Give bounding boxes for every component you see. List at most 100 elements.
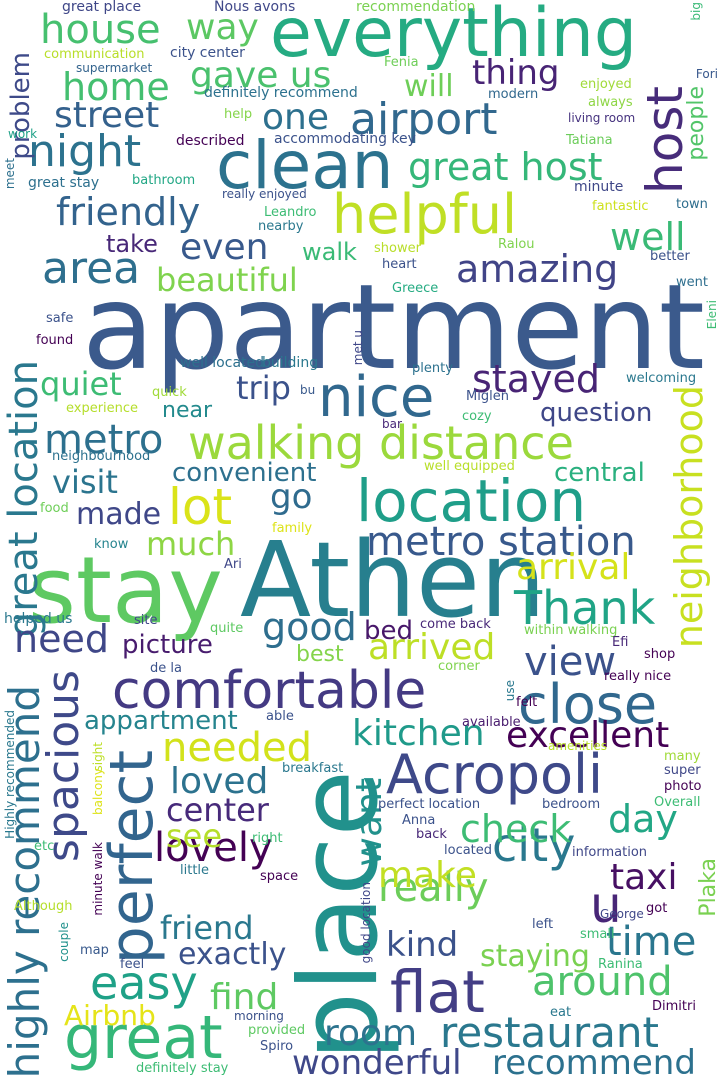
word-everything: everything (270, 0, 638, 73)
word-fenia: Fenia (384, 55, 419, 70)
word-right: right (252, 831, 283, 846)
word-arrival: arrival (516, 547, 631, 588)
word-town: town (676, 197, 708, 212)
word-flat: flat (390, 958, 485, 1026)
word-able: able (266, 709, 294, 724)
word-acropoli: Acropoli (386, 743, 604, 806)
word-street: street (54, 95, 160, 136)
word-lovely: lovely (154, 825, 273, 871)
word-miglen: Miglen (466, 389, 509, 404)
word-left: left (532, 917, 554, 932)
word-kitchen: kitchen (352, 713, 485, 754)
word-experience: experience (66, 401, 139, 416)
word-bedroom: bedroom (542, 797, 601, 812)
word-map: map (80, 943, 109, 958)
word-walking-distance: walking distance (188, 416, 574, 470)
word-even: even (180, 227, 269, 268)
word-ranina: Ranina (598, 957, 643, 972)
word-breakfast: breakfast (282, 761, 344, 776)
word-around: around (532, 959, 673, 1005)
word-apartment: apartment (82, 258, 705, 396)
word-comfortable: comfortable (112, 661, 427, 721)
word-easy: easy (90, 956, 198, 1010)
word-went: went (676, 275, 708, 290)
word-quite: quite (210, 621, 244, 636)
word-problem: problem (6, 52, 36, 160)
word-night: night (28, 126, 142, 177)
word-day: day (608, 797, 678, 841)
word-corner: corner (438, 659, 480, 674)
word-restaurant: restaurant (440, 1008, 659, 1057)
word-neighborhood: neighborhood (667, 385, 711, 649)
word-well-equipped: well equipped (424, 459, 515, 474)
word-want: want (349, 778, 390, 867)
word-felt: felt (516, 695, 538, 710)
word-spacious: spacious (38, 670, 89, 862)
word-well: well (610, 215, 686, 259)
word-close: close (518, 673, 658, 736)
word-big: big (689, 2, 703, 21)
word-question: question (540, 398, 653, 428)
word-location: location (356, 467, 587, 535)
word-couple: couple (57, 922, 71, 962)
word-see: see (166, 817, 223, 855)
word-gave-us: gave us (190, 55, 332, 96)
word-trip: trip (236, 369, 291, 407)
word-eat: eat (550, 1005, 572, 1020)
word-taxi: taxi (610, 857, 678, 898)
word-shop: shop (644, 647, 676, 662)
word-great-stay: great stay (28, 175, 100, 191)
word-modern: modern (488, 87, 539, 102)
word-airport: airport (350, 94, 498, 145)
word-really-nice: really nice (604, 669, 672, 684)
word-nous-avons: Nous avons (214, 0, 296, 15)
word-find: find (210, 977, 279, 1018)
word-bed: bed (364, 616, 414, 646)
word-accommodating-key: accommodating key (274, 131, 416, 147)
word-amenities: amenities (548, 739, 608, 753)
word-space: space (260, 869, 299, 884)
word-really: really (378, 865, 489, 911)
word-athen: Athen (240, 519, 546, 641)
word-feel: feel (120, 957, 145, 972)
word-come-back: come back (420, 617, 491, 632)
word-recommendation: recommendation (356, 0, 476, 15)
word-super: super (664, 763, 701, 778)
word-kind: kind (386, 925, 459, 965)
word-appartment: appartment (84, 706, 238, 736)
word-tatiana: Tatiana (566, 133, 613, 148)
word-great-location: great location (1, 360, 47, 638)
word-good: good (262, 605, 357, 649)
word-friendly: friendly (56, 190, 201, 234)
word-located: located (444, 843, 493, 858)
word-really-enjoyed: really enjoyed (222, 187, 307, 201)
word-metro-station: metro station (366, 519, 636, 565)
word-exactly: exactly (178, 937, 287, 972)
word-check: check (460, 807, 572, 851)
word-staying: staying (480, 939, 590, 974)
word-found: found (36, 333, 74, 348)
word-within-walking: within walking (524, 623, 618, 638)
word-helpful: helpful (332, 183, 517, 246)
word-airbnb: Airbnb (64, 999, 156, 1032)
word-bathroom: bathroom (132, 173, 196, 188)
word-supermarket: supermarket (76, 61, 153, 75)
word-room: room (324, 1013, 418, 1054)
word-needed: needed (162, 725, 312, 771)
word-know: know (94, 537, 129, 552)
word-fantastic: fantastic (592, 199, 649, 214)
word-got: got (646, 901, 668, 916)
word-met-u: met u (351, 330, 365, 366)
word-highly-recommended: Highly recommended (3, 710, 17, 839)
word-use: use (503, 680, 517, 702)
word-meet: meet (3, 158, 17, 190)
word-safe: safe (46, 311, 74, 326)
word-dimitri: Dimitri (652, 999, 696, 1014)
word-take: take (106, 230, 158, 258)
word-anna: Anna (402, 813, 436, 828)
word-recommend: recommend (492, 1043, 696, 1080)
word-available: available (462, 715, 521, 730)
word-home: home (62, 65, 170, 109)
word-morning: morning (234, 1009, 284, 1023)
word-excellent: excellent (506, 715, 670, 756)
